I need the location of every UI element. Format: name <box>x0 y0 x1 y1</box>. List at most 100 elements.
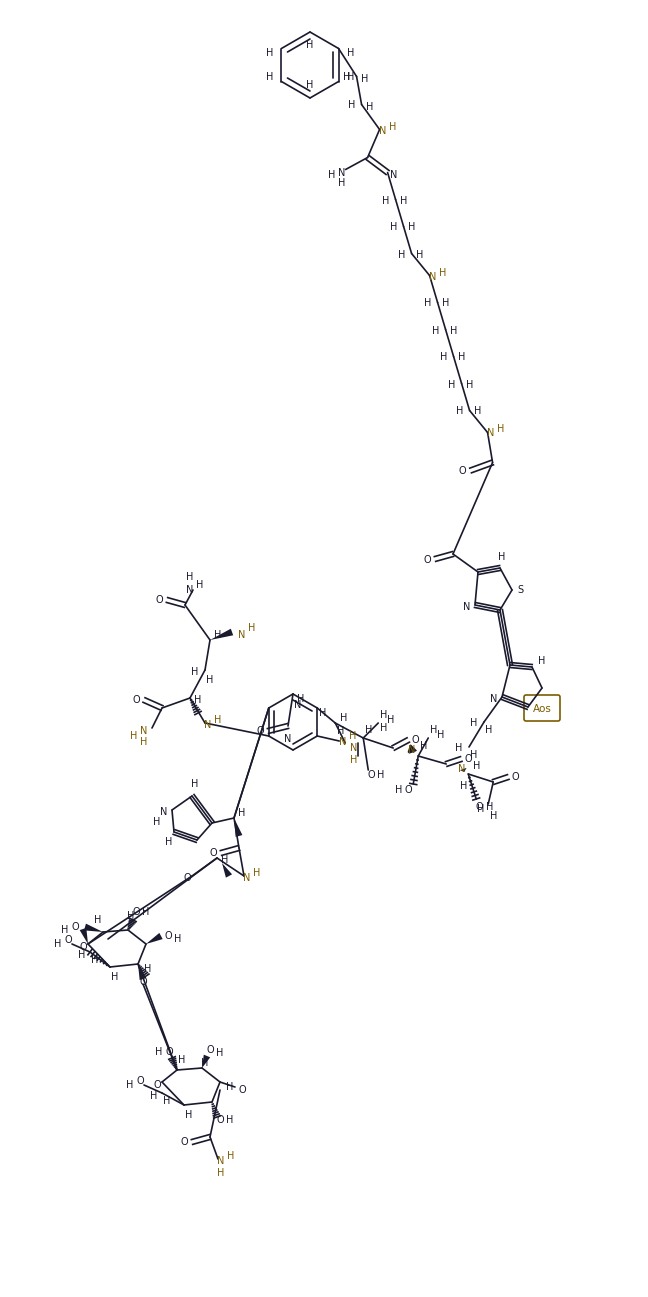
Text: H: H <box>54 939 62 949</box>
Text: H: H <box>466 380 473 389</box>
Text: H: H <box>216 1048 224 1058</box>
Polygon shape <box>210 629 233 639</box>
Text: H: H <box>390 223 397 232</box>
Polygon shape <box>138 964 146 981</box>
Text: H: H <box>348 100 355 110</box>
Text: H: H <box>165 837 172 847</box>
Text: O: O <box>238 1086 246 1095</box>
Text: O: O <box>216 1115 224 1124</box>
Text: H: H <box>365 725 372 735</box>
Text: Aos: Aos <box>533 704 551 715</box>
Text: N: N <box>457 764 465 774</box>
Text: H: H <box>450 326 457 336</box>
Text: H: H <box>347 48 354 58</box>
Text: O: O <box>206 1045 214 1054</box>
Text: O: O <box>132 907 140 917</box>
Text: H: H <box>196 580 203 590</box>
Text: H: H <box>214 630 222 639</box>
Polygon shape <box>460 768 467 772</box>
Text: O: O <box>256 726 264 735</box>
Text: H: H <box>143 907 150 917</box>
Text: H: H <box>366 101 373 112</box>
Text: H: H <box>194 695 202 706</box>
Text: H: H <box>498 553 505 562</box>
Text: H: H <box>150 1091 157 1101</box>
Text: H: H <box>472 761 480 770</box>
Text: H: H <box>376 770 384 779</box>
Text: H: H <box>226 1115 234 1124</box>
Text: H: H <box>437 730 444 741</box>
Text: O: O <box>136 1077 144 1086</box>
Text: H: H <box>470 719 478 728</box>
Text: H: H <box>476 804 484 815</box>
Text: H: H <box>266 48 273 58</box>
Text: H: H <box>470 750 478 760</box>
Text: O: O <box>183 873 191 883</box>
Text: H: H <box>389 122 397 131</box>
Text: H: H <box>145 964 152 974</box>
Text: H: H <box>185 1110 192 1121</box>
Text: H: H <box>187 572 194 582</box>
Text: H: H <box>206 674 214 685</box>
Text: N: N <box>408 744 415 755</box>
Text: H: H <box>400 196 407 205</box>
Text: H: H <box>448 380 456 389</box>
Text: H: H <box>442 298 449 309</box>
Text: H: H <box>78 949 86 960</box>
Text: N: N <box>141 726 148 735</box>
Text: O: O <box>165 1047 173 1057</box>
Text: H: H <box>439 267 446 278</box>
Text: H: H <box>111 971 119 982</box>
Text: H: H <box>380 709 387 720</box>
Text: H: H <box>458 353 465 362</box>
Text: N: N <box>349 743 357 754</box>
Text: O: O <box>404 785 412 795</box>
Text: N: N <box>284 734 292 744</box>
Polygon shape <box>146 933 163 944</box>
Text: H: H <box>336 726 344 735</box>
Text: H: H <box>126 1080 133 1089</box>
Polygon shape <box>80 927 88 944</box>
Text: S: S <box>517 585 523 595</box>
Text: O: O <box>132 695 140 706</box>
Text: H: H <box>226 1082 234 1092</box>
Text: O: O <box>511 772 519 782</box>
Text: O: O <box>411 735 419 744</box>
Text: N: N <box>217 1156 225 1166</box>
Text: O: O <box>423 555 431 565</box>
Text: H: H <box>154 817 161 827</box>
Text: O: O <box>459 467 467 476</box>
Text: O: O <box>139 977 147 987</box>
Text: N: N <box>429 271 436 281</box>
Text: H: H <box>328 170 335 180</box>
Text: N: N <box>379 126 386 135</box>
Text: H: H <box>485 725 492 735</box>
Text: O: O <box>64 935 72 946</box>
Text: N: N <box>463 602 470 612</box>
Text: H: H <box>297 694 305 704</box>
Text: H: H <box>419 741 427 751</box>
Text: N: N <box>294 700 302 709</box>
Text: H: H <box>141 737 148 747</box>
Text: H: H <box>222 855 229 865</box>
Text: N: N <box>238 630 246 639</box>
Polygon shape <box>84 923 103 933</box>
Text: H: H <box>349 732 356 741</box>
Text: H: H <box>91 955 98 965</box>
Text: H: H <box>430 725 437 735</box>
Text: H: H <box>178 1054 186 1065</box>
Text: H: H <box>217 1169 225 1178</box>
Text: N: N <box>487 428 494 438</box>
Text: H: H <box>214 715 222 725</box>
Text: H: H <box>497 424 504 434</box>
Text: H: H <box>380 722 387 733</box>
Text: H: H <box>340 713 347 722</box>
Text: H: H <box>95 914 102 925</box>
Text: N: N <box>491 694 498 704</box>
Text: H: H <box>489 811 497 821</box>
Text: H: H <box>174 934 181 944</box>
Text: H: H <box>202 1058 209 1067</box>
Text: N: N <box>338 167 345 178</box>
Text: H: H <box>538 656 546 665</box>
Text: H: H <box>361 74 368 83</box>
